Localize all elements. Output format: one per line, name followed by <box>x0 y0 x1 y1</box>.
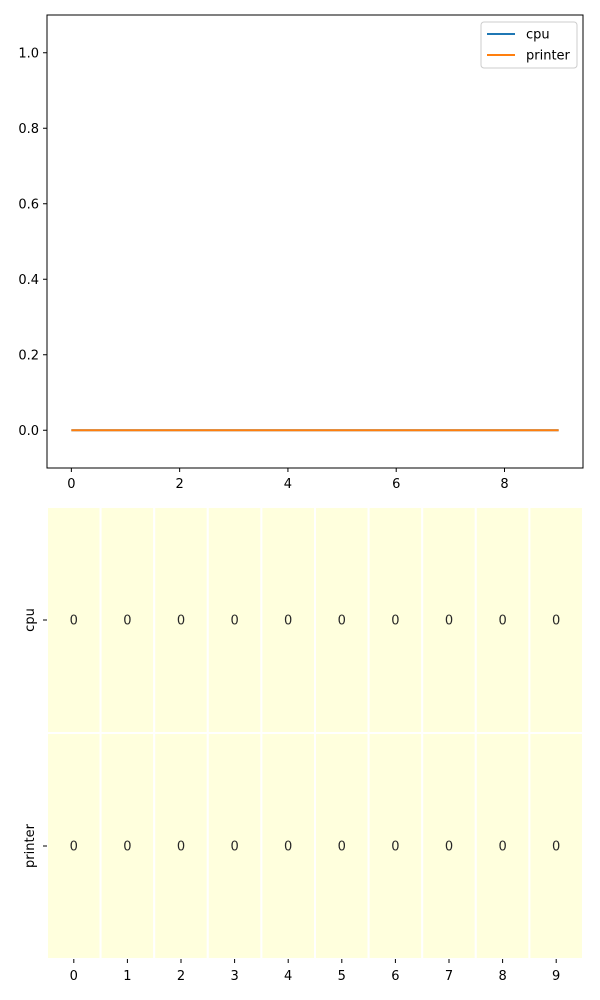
heatmap-x-tick-label: 0 <box>70 969 78 984</box>
line-y-axis: 0.0 0.2 0.4 0.6 0.8 1.0 <box>18 46 47 439</box>
heatmap-cell-label: 0 <box>498 840 506 855</box>
x-tick-label: 4 <box>284 477 292 492</box>
heatmap-cells: 0 0 0 0 0 0 0 0 0 0 0 0 0 0 0 0 0 0 0 0 <box>46 506 585 960</box>
line-chart: 0 2 4 6 8 0.0 0.2 0.4 0.6 0.8 1.0 cpu printer <box>18 14 584 492</box>
heatmap-cell <box>367 732 424 960</box>
legend-label-cpu: cpu <box>526 28 550 43</box>
y-tick-label: 0.8 <box>18 122 39 137</box>
heatmap-cell-label: 0 <box>70 840 78 855</box>
heatmap-cell-label: 0 <box>445 840 453 855</box>
heatmap-cell-label: 0 <box>338 614 346 629</box>
heatmap-x-tick-label: 3 <box>230 969 238 984</box>
heatmap-x-tick-label: 9 <box>552 969 560 984</box>
heatmap-cell <box>46 506 102 734</box>
heatmap-x-tick-label: 6 <box>391 969 399 984</box>
heatmap-cell-label: 0 <box>445 614 453 629</box>
heatmap-x-tick-label: 5 <box>338 969 346 984</box>
heatmap-cell-label: 0 <box>552 614 560 629</box>
heatmap-cell-label: 0 <box>177 840 185 855</box>
y-tick-label: 0.6 <box>18 197 39 212</box>
heatmap-cell-label: 0 <box>498 614 506 629</box>
heatmap-x-tick-label: 2 <box>177 969 185 984</box>
heatmap-cell <box>314 506 370 734</box>
heatmap-cell <box>99 506 156 734</box>
heatmap-cell <box>206 732 263 960</box>
heatmap-cell-label: 0 <box>177 614 185 629</box>
heatmap-cell-label: 0 <box>123 840 131 855</box>
heatmap-cell-label: 0 <box>123 614 131 629</box>
heatmap-cell <box>421 506 477 734</box>
heatmap-cell-label: 0 <box>284 840 292 855</box>
heatmap-y-axis: cpu printer <box>23 608 47 868</box>
heatmap-y-tick-label: cpu <box>23 608 38 632</box>
heatmap-cell <box>99 732 156 960</box>
heatmap-x-tick-label: 7 <box>445 969 453 984</box>
y-tick-label: 0.4 <box>18 273 39 288</box>
x-tick-label: 8 <box>500 477 508 492</box>
heatmap-cell-label: 0 <box>230 614 238 629</box>
heatmap: 0 0 0 0 0 0 0 0 0 0 0 0 0 0 0 0 0 0 0 0 0 1 2 3 4 5 6 7 8 9 cpu print… <box>23 506 585 984</box>
heatmap-cell <box>46 732 102 960</box>
heatmap-x-tick-label: 4 <box>284 969 292 984</box>
heatmap-cell-label: 0 <box>391 614 399 629</box>
heatmap-cell <box>474 732 531 960</box>
heatmap-cell <box>528 506 585 734</box>
heatmap-cell <box>367 506 424 734</box>
heatmap-cell-label: 0 <box>230 840 238 855</box>
heatmap-x-tick-label: 8 <box>498 969 506 984</box>
heatmap-x-axis: 0 1 2 3 4 5 6 7 8 9 <box>70 959 560 984</box>
heatmap-cell-label: 0 <box>70 614 78 629</box>
heatmap-cell <box>474 506 531 734</box>
line-x-axis: 0 2 4 6 8 <box>67 468 509 492</box>
heatmap-cell <box>421 732 477 960</box>
heatmap-cell-label: 0 <box>338 840 346 855</box>
heatmap-cell <box>314 732 370 960</box>
heatmap-cell-label: 0 <box>552 840 560 855</box>
y-tick-label: 1.0 <box>18 46 39 61</box>
heatmap-cell <box>260 732 316 960</box>
line-plot-frame <box>46 14 584 469</box>
y-tick-label: 0.0 <box>18 424 39 439</box>
x-tick-label: 0 <box>67 477 75 492</box>
heatmap-y-tick-label: printer <box>23 823 38 868</box>
heatmap-cell-label: 0 <box>391 840 399 855</box>
y-tick-label: 0.2 <box>18 348 39 363</box>
x-tick-label: 2 <box>176 477 184 492</box>
heatmap-cell-label: 0 <box>284 614 292 629</box>
heatmap-cell <box>206 506 263 734</box>
heatmap-cell <box>260 506 316 734</box>
legend: cpu printer <box>480 21 578 69</box>
x-tick-label: 6 <box>392 477 400 492</box>
legend-label-printer: printer <box>526 49 571 64</box>
heatmap-x-tick-label: 1 <box>123 969 131 984</box>
